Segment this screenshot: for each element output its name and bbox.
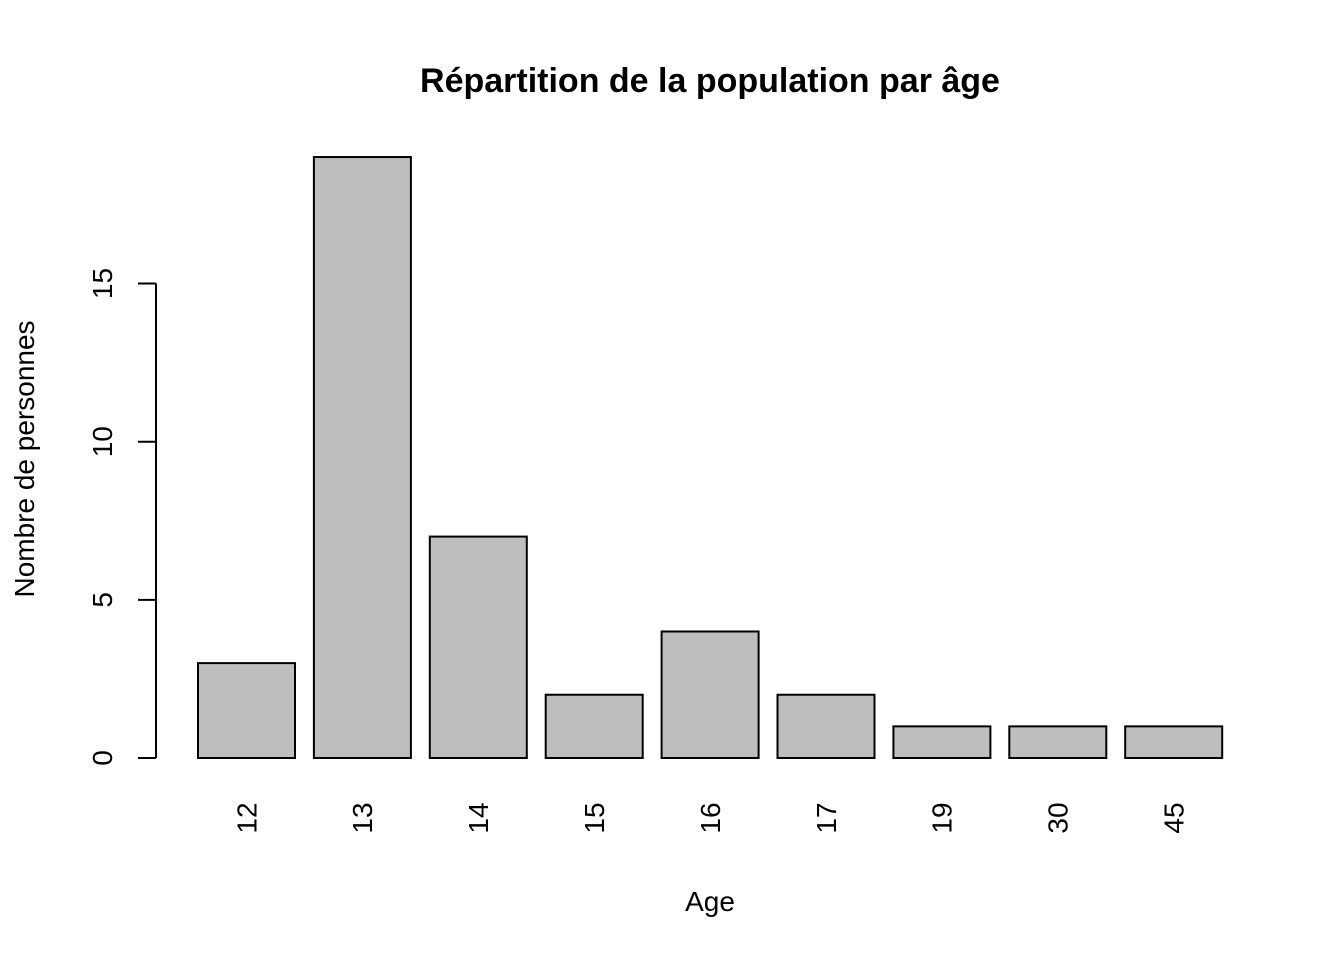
bar-12 [197,662,296,759]
bar-16 [660,630,760,759]
bar-45 [1124,725,1224,759]
bar-17 [776,693,876,759]
y-axis-label: Nombre de personnes [9,320,40,597]
x-tick-label-12: 12 [231,802,262,833]
x-axis-label: Age [685,886,735,917]
x-tick-label-30: 30 [1043,802,1074,833]
chart-title: Répartition de la population par âge [420,62,1000,100]
y-tick-label: 10 [87,426,118,457]
x-tick-label-15: 15 [579,802,610,833]
x-tick-label-45: 45 [1159,802,1190,833]
x-tick-label-19: 19 [927,802,958,833]
bar-19 [892,725,992,759]
bar-14 [428,535,528,760]
bar-30 [1008,725,1108,759]
x-tick-label-16: 16 [695,802,726,833]
bar-15 [544,693,644,759]
x-tick-label-17: 17 [811,802,842,833]
bar-13 [312,156,412,759]
y-tick-label: 5 [87,592,118,608]
x-tick-label-14: 14 [463,802,494,833]
bars [197,156,1224,760]
y-axis-ticks: 0 5 10 15 [87,268,156,766]
y-tick-label: 0 [87,750,118,766]
x-axis-tick-labels: 12 13 14 15 16 17 19 30 45 [231,802,1189,833]
y-tick-label: 15 [87,268,118,299]
x-tick-label-13: 13 [347,802,378,833]
